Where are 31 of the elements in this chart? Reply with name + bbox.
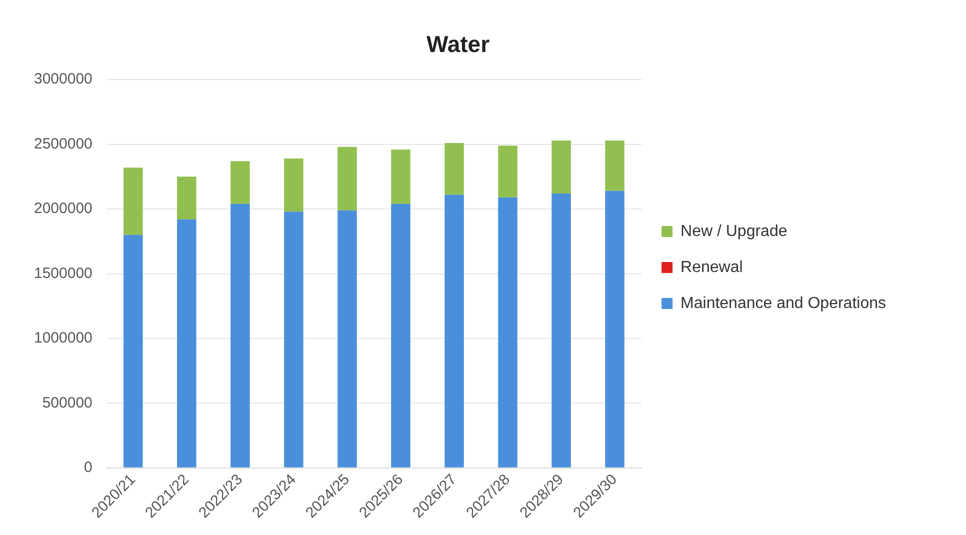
bar xyxy=(498,197,518,468)
legend-label: New / Upgrade xyxy=(680,222,788,240)
y-tick-label: 2500000 xyxy=(34,135,92,152)
legend-label: Maintenance and Operations xyxy=(680,294,886,312)
bar xyxy=(230,204,250,468)
bar xyxy=(177,219,196,468)
bar xyxy=(444,143,464,195)
bar xyxy=(338,146,357,210)
bar xyxy=(338,210,357,468)
y-tick-label: 1000000 xyxy=(34,330,92,347)
bar xyxy=(124,168,143,235)
bar xyxy=(391,204,410,468)
bar xyxy=(605,190,624,468)
chart-title: Water xyxy=(426,31,490,58)
legend-label: Renewal xyxy=(680,258,743,276)
bar xyxy=(552,194,571,468)
bar xyxy=(230,161,250,204)
y-tick-label: 3000000 xyxy=(34,70,92,88)
bar xyxy=(552,140,571,194)
bar xyxy=(177,176,196,220)
bar xyxy=(284,158,304,212)
bar xyxy=(444,194,464,468)
bar xyxy=(124,234,143,468)
y-tick-label: 1500000 xyxy=(34,264,92,282)
bar xyxy=(391,150,410,204)
bar xyxy=(605,140,624,191)
y-tick-label: 500000 xyxy=(42,394,92,412)
bar xyxy=(498,146,518,198)
y-tick-label: 2000000 xyxy=(34,200,92,218)
bar xyxy=(284,212,304,468)
y-tick-label: 0 xyxy=(84,459,92,476)
